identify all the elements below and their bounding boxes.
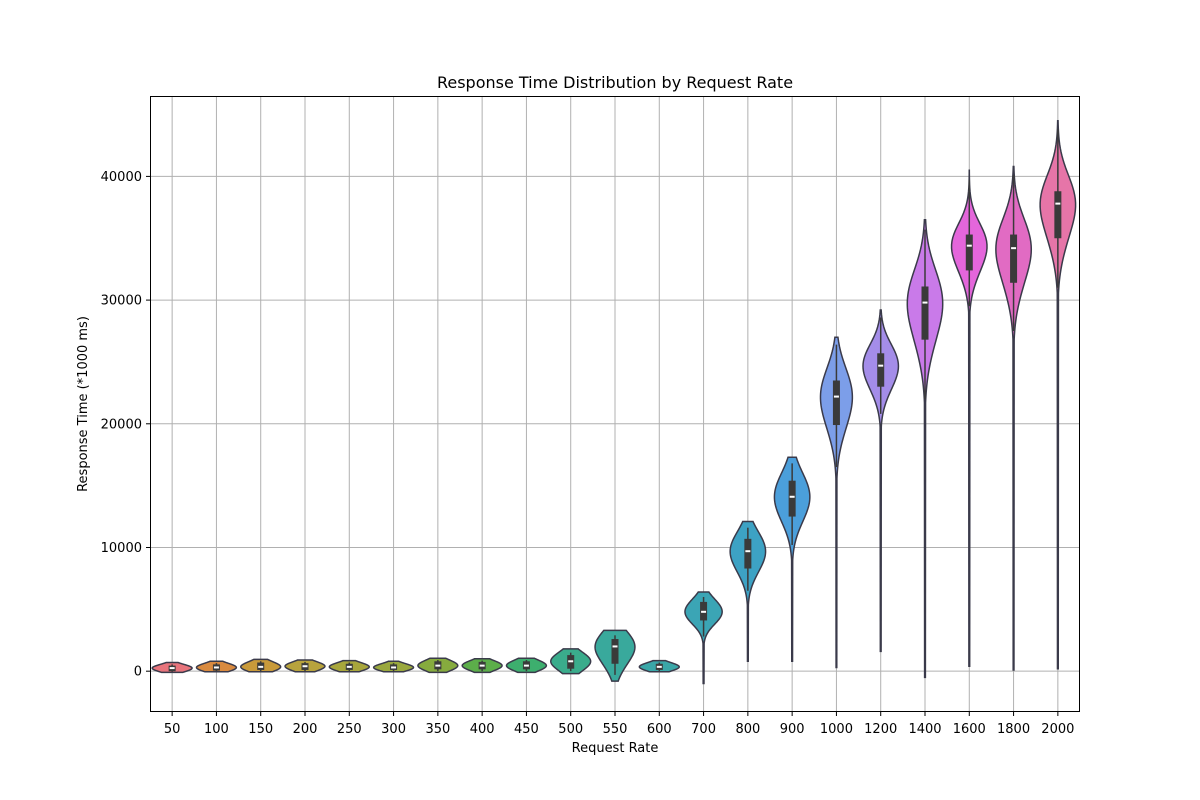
median-marker-350 [435, 664, 441, 667]
x-tick-label: 1400 [908, 722, 941, 737]
median-marker-1400 [922, 301, 928, 304]
x-tick-label: 450 [514, 722, 539, 737]
violin-1000 [819, 336, 854, 669]
violins [151, 119, 1077, 685]
median-marker-700 [701, 610, 707, 613]
median-marker-450 [523, 664, 529, 667]
x-tick-label: 150 [248, 722, 273, 737]
y-axis-label: Response Time (*1000 ms) [76, 316, 91, 492]
y-tick-label: 0 [134, 665, 142, 680]
x-tick-label: 50 [164, 722, 181, 737]
median-marker-1000 [833, 395, 839, 398]
chart-title: Response Time Distribution by Request Ra… [437, 73, 793, 92]
median-marker-2000 [1055, 202, 1061, 205]
median-marker-600 [656, 665, 662, 668]
violin-1200 [862, 309, 900, 653]
x-tick-label: 1000 [820, 722, 853, 737]
iqr-box-800 [744, 538, 752, 569]
x-tick-label: 1200 [864, 722, 897, 737]
x-tick-label: 1800 [997, 722, 1030, 737]
median-marker-900 [789, 495, 795, 498]
median-marker-550 [612, 645, 618, 648]
x-tick-label: 300 [381, 722, 406, 737]
violin-2000 [1039, 119, 1077, 670]
violin-900 [773, 456, 811, 663]
y-tick-label: 40000 [101, 170, 142, 185]
x-axis-label: Request Rate [572, 741, 659, 756]
x-tick-label: 800 [735, 722, 760, 737]
iqr-box-1600 [965, 234, 973, 271]
median-marker-250 [346, 665, 352, 668]
y-tick-label: 20000 [101, 417, 142, 432]
y-axis: 0 10000 20000 30000 40000 [101, 170, 150, 680]
median-marker-1600 [966, 244, 972, 247]
iqr-box-900 [788, 480, 796, 517]
violin-700 [684, 591, 723, 685]
x-tick-label: 700 [691, 722, 716, 737]
median-marker-50 [169, 667, 175, 670]
violin-1800 [995, 165, 1033, 671]
violin-1600 [950, 169, 988, 667]
median-marker-1200 [878, 364, 884, 367]
median-marker-200 [302, 665, 308, 668]
violin-1400 [906, 218, 944, 679]
x-tick-label: 2000 [1041, 722, 1074, 737]
iqr-box-1000 [832, 380, 840, 426]
y-tick-label: 30000 [101, 294, 142, 309]
x-tick-label: 500 [558, 722, 583, 737]
iqr-box-1200 [877, 353, 885, 387]
iqr-box-1400 [921, 286, 929, 340]
x-tick-label: 350 [425, 722, 450, 737]
violin-800 [729, 520, 767, 663]
median-marker-100 [213, 666, 219, 669]
x-tick-label: 250 [337, 722, 362, 737]
median-marker-300 [391, 666, 397, 669]
x-tick-label: 100 [204, 722, 229, 737]
x-tick-label: 1600 [953, 722, 986, 737]
x-tick-label: 200 [293, 722, 318, 737]
grid [150, 96, 1080, 712]
median-marker-1800 [1011, 247, 1017, 250]
x-tick-label: 400 [470, 722, 495, 737]
x-tick-label: 900 [780, 722, 805, 737]
plot-frame [150, 96, 1080, 712]
x-tick-label: 550 [603, 722, 628, 737]
iqr-box-2000 [1054, 191, 1062, 239]
median-marker-800 [745, 550, 751, 553]
x-tick-label: 600 [647, 722, 672, 737]
iqr-box-550 [611, 639, 619, 664]
median-marker-150 [258, 665, 264, 668]
x-axis: 50 100 150 200 250 300 350 400 450 500 550 600 700 80… [164, 712, 1074, 737]
y-tick-label: 10000 [101, 541, 142, 556]
median-marker-400 [479, 664, 485, 667]
median-marker-500 [568, 660, 574, 663]
iqr-box-1800 [1010, 234, 1018, 283]
